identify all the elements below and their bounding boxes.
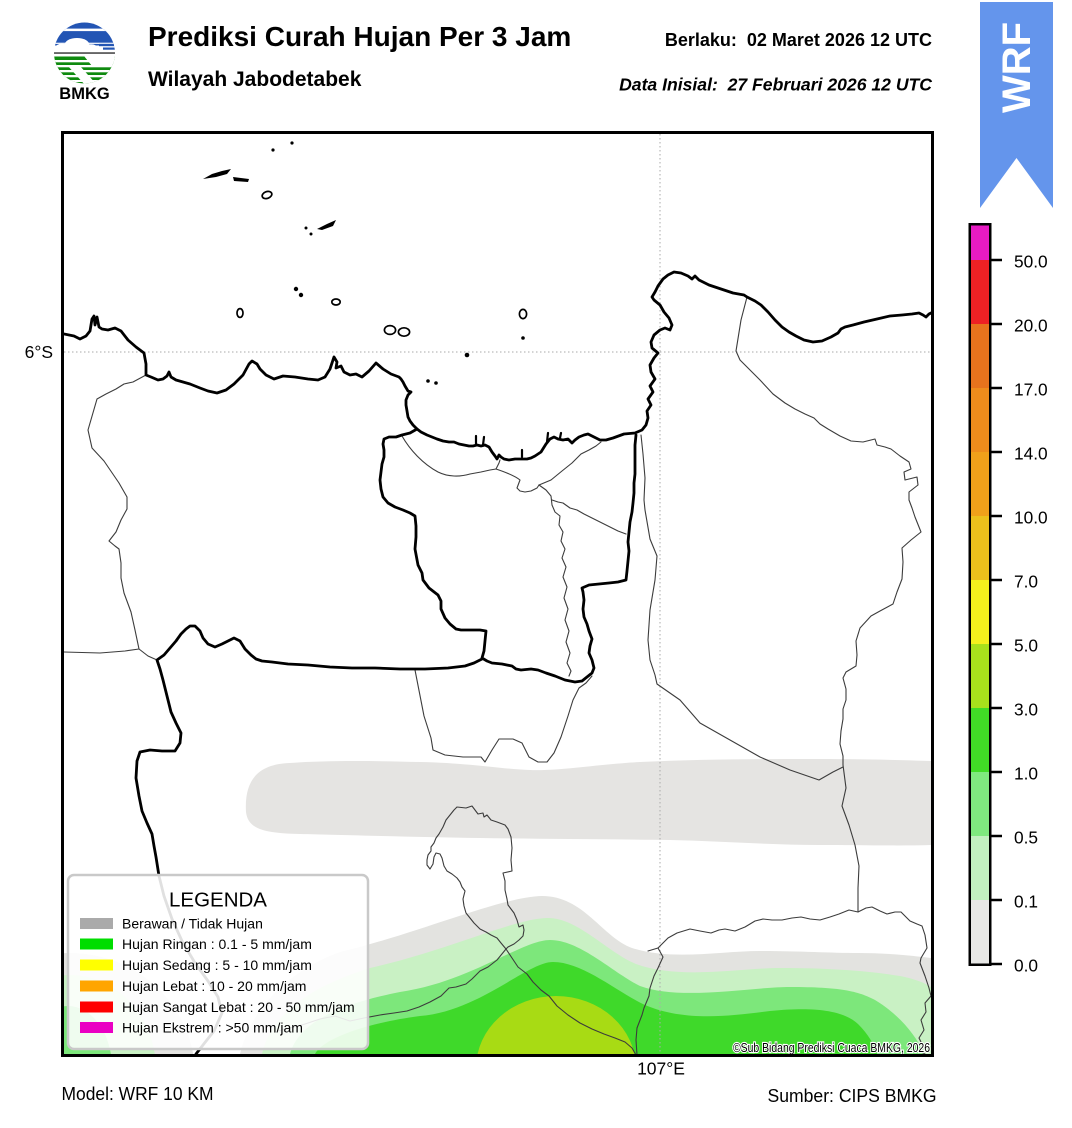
svg-text:Wilayah Jabodetabek: Wilayah Jabodetabek bbox=[148, 68, 362, 91]
svg-text:Hujan Sedang : 5 - 10 mm/jam: Hujan Sedang : 5 - 10 mm/jam bbox=[122, 957, 312, 973]
svg-text:Model: WRF 10 KM: Model: WRF 10 KM bbox=[62, 1083, 214, 1104]
svg-text:Prediksi Curah Hujan Per 3 Jam: Prediksi Curah Hujan Per 3 Jam bbox=[148, 21, 571, 52]
svg-text:50.0: 50.0 bbox=[1014, 252, 1048, 272]
svg-text:WRF: WRF bbox=[995, 22, 1039, 113]
svg-text:Data Inisial: 27 Februari 202: Data Inisial: 27 Februari 2026 12 UTC bbox=[619, 75, 932, 95]
svg-text:0.0: 0.0 bbox=[1014, 956, 1038, 976]
svg-text:Berlaku: 02 Maret 2026 12 UTC: Berlaku: 02 Maret 2026 12 UTC bbox=[665, 30, 932, 50]
svg-text:0.1: 0.1 bbox=[1014, 892, 1038, 912]
svg-text:6°S: 6°S bbox=[25, 342, 53, 362]
svg-text:0.5: 0.5 bbox=[1014, 828, 1038, 848]
svg-text:Hujan Ekstrem : >50 mm/jam: Hujan Ekstrem : >50 mm/jam bbox=[122, 1020, 303, 1036]
svg-text:BMKG: BMKG bbox=[59, 85, 109, 103]
svg-text:Hujan Ringan : 0.1 - 5 mm/jam: Hujan Ringan : 0.1 - 5 mm/jam bbox=[122, 936, 312, 952]
svg-text:17.0: 17.0 bbox=[1014, 380, 1048, 400]
svg-text:Sumber: CIPS BMKG: Sumber: CIPS BMKG bbox=[768, 1085, 937, 1106]
svg-text:10.0: 10.0 bbox=[1014, 508, 1048, 528]
svg-text:7.0: 7.0 bbox=[1014, 572, 1038, 592]
svg-text:3.0: 3.0 bbox=[1014, 700, 1038, 720]
svg-text:5.0: 5.0 bbox=[1014, 636, 1038, 656]
svg-text:107°E: 107°E bbox=[637, 1059, 685, 1079]
svg-text:Berawan / Tidak Hujan: Berawan / Tidak Hujan bbox=[122, 916, 263, 932]
svg-text:©Sub Bidang Prediksi Cuaca BMK: ©Sub Bidang Prediksi Cuaca BMKG, 2026 bbox=[733, 1040, 930, 1055]
svg-text:Hujan Sangat Lebat : 20 - 50 m: Hujan Sangat Lebat : 20 - 50 mm/jam bbox=[122, 999, 355, 1015]
svg-text:1.0: 1.0 bbox=[1014, 764, 1038, 784]
svg-text:14.0: 14.0 bbox=[1014, 444, 1048, 464]
svg-text:Hujan Lebat : 10 - 20 mm/jam: Hujan Lebat : 10 - 20 mm/jam bbox=[122, 978, 306, 994]
svg-text:LEGENDA: LEGENDA bbox=[169, 889, 267, 912]
svg-text:20.0: 20.0 bbox=[1014, 316, 1048, 336]
